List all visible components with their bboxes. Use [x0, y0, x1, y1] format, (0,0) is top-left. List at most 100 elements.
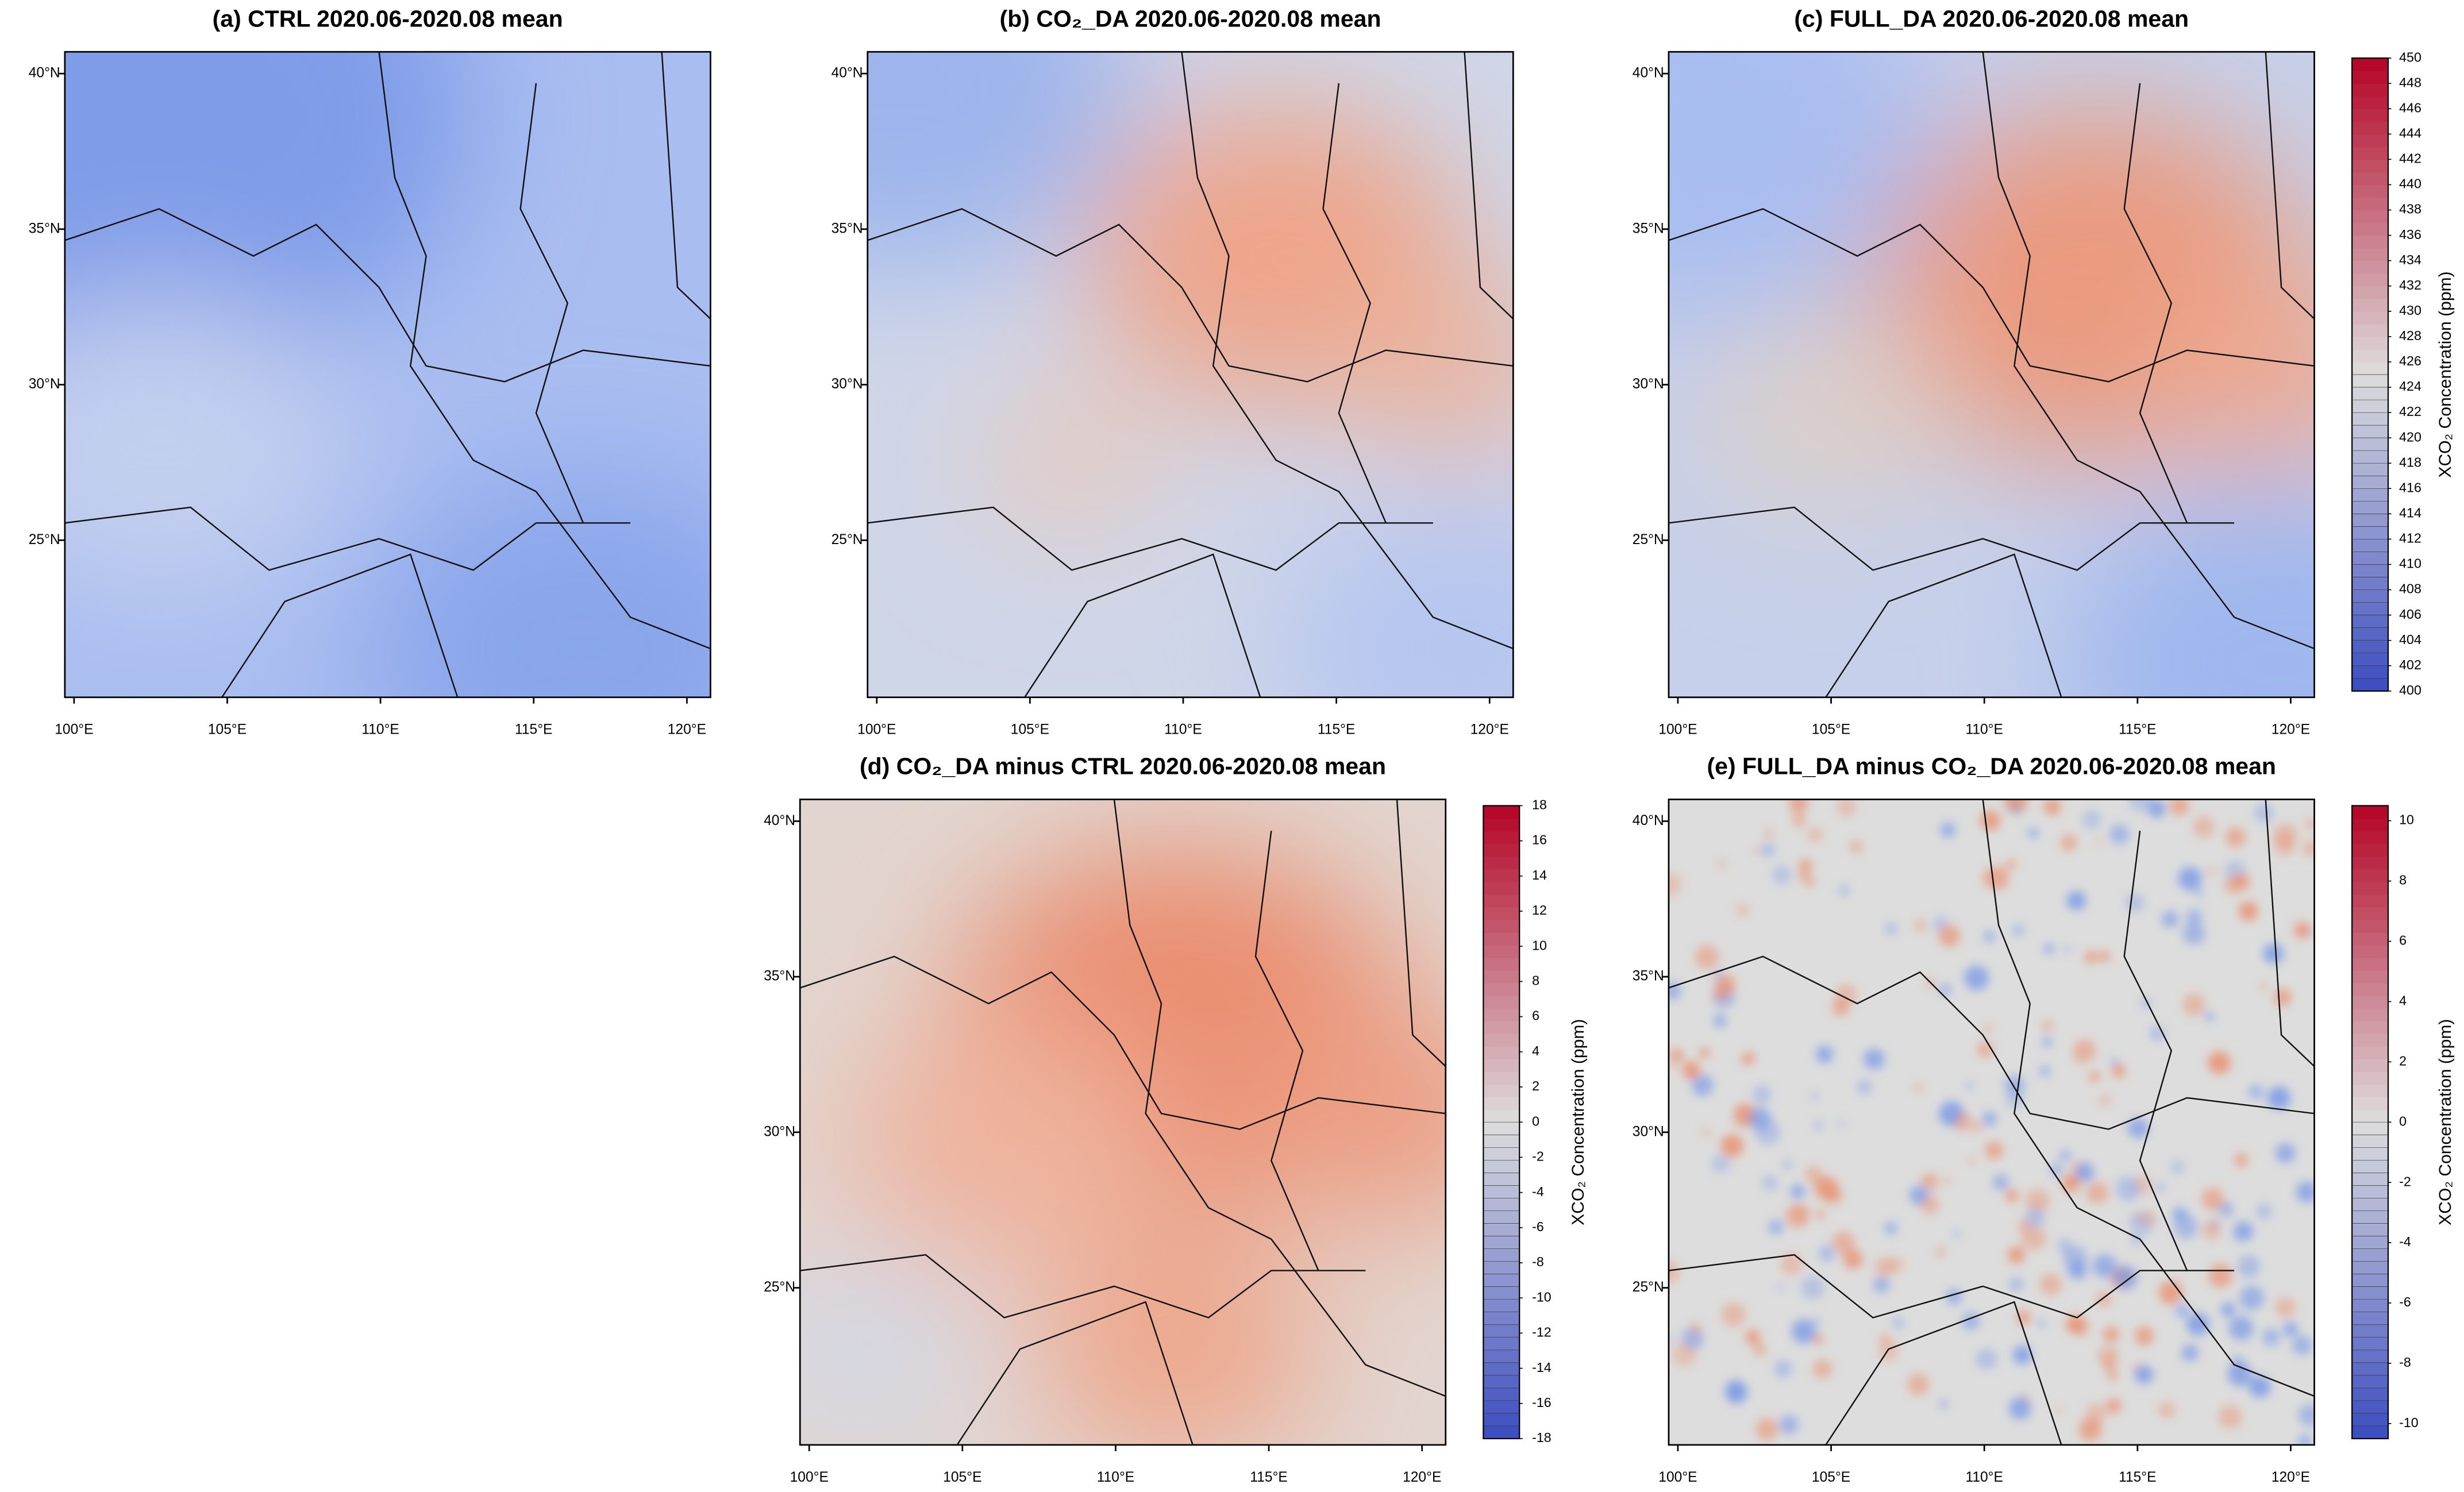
colorbar-swatch — [1483, 932, 1520, 946]
colorbar-swatch — [1483, 1312, 1520, 1325]
colorbar-swatch — [1483, 831, 1520, 845]
speckle — [1935, 1247, 1946, 1257]
speckle — [2186, 1313, 2209, 1336]
colorbar-tick-label: -8 — [1532, 1254, 1544, 1269]
speckle — [1792, 1318, 1816, 1344]
colorbar-swatch — [2352, 172, 2388, 186]
speckle — [2201, 1188, 2224, 1210]
speckle — [2082, 810, 2101, 829]
speckle — [1819, 1245, 1835, 1262]
field-blob — [1338, 277, 1514, 454]
speckle — [1753, 1343, 1766, 1356]
colorbar-swatch — [1483, 1109, 1520, 1123]
colorbar-tick-label: 434 — [2399, 252, 2421, 267]
speckle — [1764, 829, 1773, 838]
speckle — [1921, 1173, 1938, 1190]
x-tick-label: 115°E — [1250, 1470, 1287, 1485]
boundary — [2265, 52, 2315, 319]
speckle — [2239, 1286, 2265, 1310]
speckle — [1913, 1083, 1922, 1092]
speckle — [2298, 1404, 2315, 1427]
speckle — [1939, 1400, 1948, 1408]
field-blob — [867, 52, 1135, 272]
y-tick-label: 35°N — [29, 221, 60, 236]
boundary — [2123, 830, 2188, 1271]
colorbar-swatch — [2352, 1274, 2388, 1287]
x-tick-label: 120°E — [1403, 1470, 1441, 1485]
speckle — [2109, 824, 2130, 845]
colorbar-swatch — [2352, 678, 2388, 692]
colorbar-swatch — [2352, 450, 2388, 464]
speckle — [1743, 1051, 1755, 1065]
x-tick-label: 105°E — [943, 1470, 981, 1485]
colorbar-swatch — [1483, 1185, 1520, 1199]
speckle — [2113, 1265, 2138, 1290]
colorbar-swatch — [2352, 982, 2388, 996]
colorbar-swatch — [2352, 1299, 2388, 1313]
x-tick-label: 115°E — [2119, 1470, 2156, 1485]
x-tick-label: 110°E — [1965, 722, 2003, 738]
colorbar-swatch — [1483, 1236, 1520, 1250]
colorbar-tick-label: 428 — [2399, 328, 2421, 343]
speckle — [1711, 1154, 1730, 1173]
field-blobs — [1668, 52, 2315, 697]
colorbar-swatch — [1483, 1299, 1520, 1313]
field-blob — [1276, 498, 1514, 697]
field — [800, 799, 1446, 1445]
colorbar-swatch — [2352, 970, 2388, 984]
y-tick-label: 30°N — [29, 376, 60, 392]
colorbar-tick-label: 416 — [2399, 480, 2421, 495]
colorbar-swatch — [2352, 235, 2388, 249]
colorbar-swatch — [1483, 843, 1520, 857]
speckle — [1966, 1082, 1974, 1090]
speckle — [2220, 1302, 2235, 1317]
speckle — [1907, 1373, 1930, 1395]
colorbar-swatch — [2352, 96, 2388, 110]
colorbar-swatch — [2352, 1375, 2388, 1389]
speckle — [1838, 1120, 1846, 1128]
colorbar-swatch — [2352, 400, 2388, 413]
speckle — [2218, 1202, 2234, 1217]
colorbar-swatch — [2352, 881, 2388, 895]
speckle — [2063, 945, 2070, 952]
colorbar-swatch — [2352, 1362, 2388, 1376]
colorbar-swatch — [2352, 1337, 2388, 1351]
speckle — [1884, 1221, 1898, 1235]
colorbar-tick-label: 6 — [1532, 1008, 1539, 1023]
x-tick-label: 115°E — [1318, 722, 1355, 738]
speckle — [1753, 847, 1760, 855]
colorbar-swatch — [1483, 1413, 1520, 1427]
field-blob — [1668, 52, 1936, 319]
speckle — [2182, 993, 2205, 1016]
colorbar-swatch — [2352, 907, 2388, 920]
speckle — [1735, 903, 1749, 917]
speckle — [2249, 1375, 2271, 1398]
speckle — [2225, 827, 2246, 847]
colorbar-swatch — [2352, 1160, 2388, 1174]
colorbar-tick-label: 2 — [1532, 1078, 1539, 1093]
colorbar-swatch — [2352, 222, 2388, 236]
speckle — [2042, 1020, 2053, 1031]
speckle — [2228, 1362, 2252, 1386]
colorbar-swatch — [1483, 1097, 1520, 1111]
colorbar-swatch — [2352, 1084, 2388, 1097]
speckle — [2181, 1344, 2199, 1362]
colorbar-label: XCO₂ Concentration (ppm) — [2436, 271, 2455, 477]
speckle — [2218, 1405, 2243, 1429]
speckle — [2060, 834, 2077, 851]
field — [1668, 52, 2315, 697]
boundary — [64, 208, 711, 383]
colorbar-tick-label: 444 — [2399, 125, 2421, 140]
boundary — [1322, 83, 1387, 523]
colorbar-swatch — [2352, 627, 2388, 641]
speckle — [2005, 859, 2016, 870]
speckle — [1762, 1175, 1778, 1192]
colorbar-swatch — [1483, 1274, 1520, 1287]
speckle — [1981, 871, 1995, 885]
speckle — [1805, 877, 1815, 887]
colorbar-tick-label: 400 — [2399, 683, 2421, 697]
colorbar-swatch — [2352, 1059, 2388, 1072]
colorbar-swatch — [2352, 577, 2388, 591]
colorbar-swatch — [2352, 615, 2388, 629]
speckle — [1982, 1112, 1997, 1126]
